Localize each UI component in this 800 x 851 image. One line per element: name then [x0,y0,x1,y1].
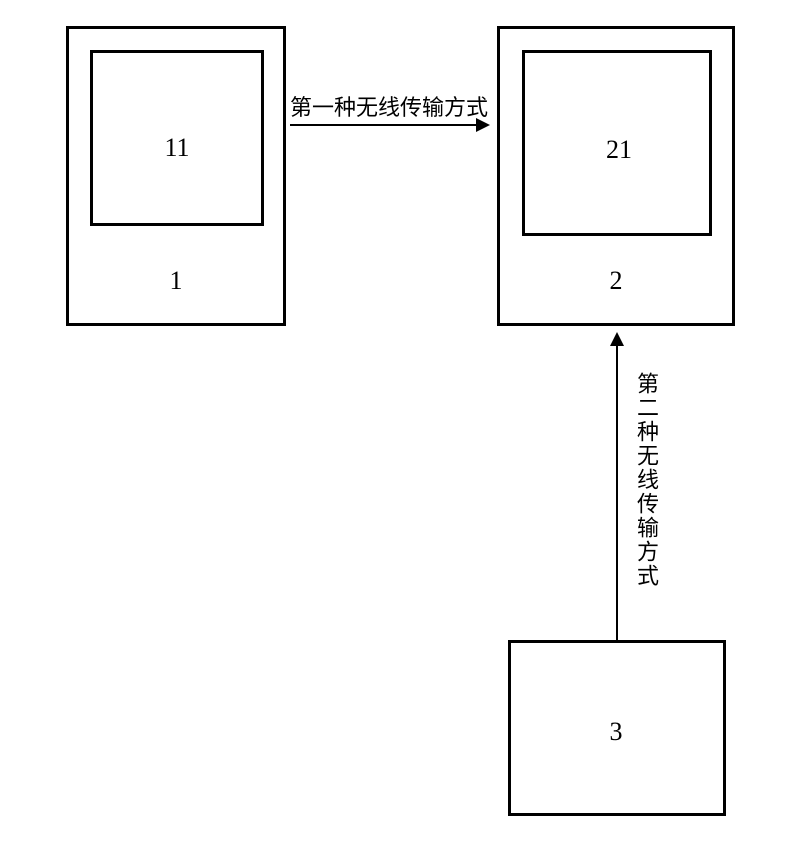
node-11-label: 11 [164,133,189,163]
edge-1-to-2-label: 第一种无线传输方式 [290,90,488,122]
edge-3-to-2-label: 第二种无线传输方式 [630,372,662,588]
edge-3-to-2-arrowhead [610,332,624,346]
edge-1-to-2-line [290,124,476,126]
node-21-label: 21 [606,135,632,165]
edge-3-to-2-line [616,346,618,640]
diagram-stage: 1 11 2 21 3 第一种无线传输方式 第二种无线传输方式 [0,0,800,851]
node-2-label: 2 [610,266,623,296]
node-1-label: 1 [170,266,183,296]
node-3-label: 3 [610,717,623,747]
